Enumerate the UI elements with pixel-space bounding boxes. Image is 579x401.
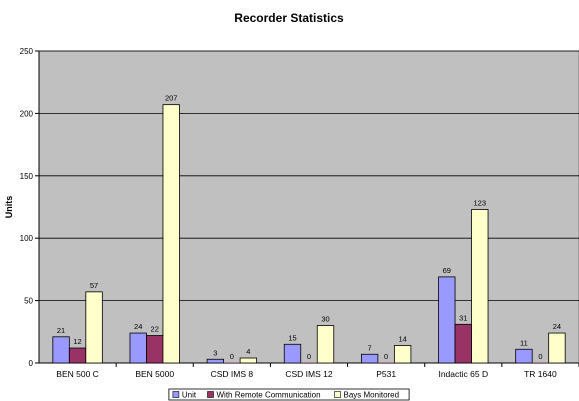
- data-label: 0: [307, 352, 311, 361]
- y-tick-label: 200: [20, 109, 34, 118]
- data-label: 14: [398, 335, 406, 344]
- data-label: 24: [134, 322, 142, 331]
- data-label: 15: [288, 333, 296, 342]
- bar: [206, 358, 225, 364]
- bar: [438, 276, 456, 364]
- bar: [454, 323, 472, 364]
- data-label: 7: [368, 343, 372, 352]
- bar: [548, 332, 566, 364]
- y-tick-label: 0: [29, 359, 34, 368]
- bar: [52, 336, 70, 364]
- bar: [223, 362, 241, 363]
- plot-background: [38, 50, 579, 364]
- bar: [162, 104, 180, 364]
- data-label: 3: [213, 348, 217, 357]
- data-label: 0: [230, 352, 234, 361]
- legend-swatch: [334, 391, 341, 398]
- bar: [471, 209, 489, 364]
- data-label: 12: [73, 337, 81, 346]
- data-label: 123: [474, 198, 487, 207]
- data-label: 30: [321, 315, 329, 324]
- bar: [283, 343, 302, 364]
- data-label: 31: [459, 313, 467, 322]
- y-axis-label: Units: [4, 196, 14, 219]
- bar: [393, 345, 412, 364]
- y-tick-label: 100: [20, 234, 34, 243]
- x-category-label: Indactic 65 D: [438, 369, 488, 379]
- chart-title: Recorder Statistics: [234, 11, 344, 25]
- x-category-label: CSD IMS 8: [211, 369, 254, 379]
- data-label: 69: [443, 266, 451, 275]
- legend-box: [168, 388, 410, 401]
- y-tick-label: 50: [24, 297, 33, 306]
- bar: [316, 325, 335, 364]
- data-label: 24: [553, 322, 561, 331]
- data-label: 207: [165, 94, 178, 103]
- x-category-label: BEN 500 C: [56, 369, 99, 379]
- y-tick-label: 250: [20, 47, 34, 56]
- bar: [300, 362, 318, 363]
- y-tick-label: 150: [20, 172, 34, 181]
- data-label: 57: [90, 281, 98, 290]
- bar: [360, 353, 379, 364]
- bar: [85, 291, 103, 364]
- legend-label: With Remote Communication: [217, 391, 321, 400]
- data-label: 21: [57, 326, 65, 335]
- data-label: 4: [246, 347, 250, 356]
- bar: [515, 348, 533, 364]
- data-label: 0: [384, 352, 388, 361]
- legend-swatch: [207, 391, 214, 398]
- x-category-label: BEN 5000: [135, 369, 174, 379]
- legend-label: Bays Monitored: [344, 391, 400, 400]
- data-label: 0: [538, 352, 542, 361]
- bar: [532, 362, 549, 363]
- x-category-label: TR 1640: [524, 369, 557, 379]
- bar: [239, 357, 258, 364]
- x-category-label: P531: [376, 369, 396, 379]
- bar: [68, 347, 87, 364]
- bar: [129, 332, 147, 364]
- bar: [377, 362, 395, 363]
- legend-label: Unit: [182, 391, 197, 400]
- data-label: 11: [520, 338, 528, 347]
- data-label: 22: [151, 325, 159, 334]
- legend-swatch: [172, 391, 180, 398]
- legend: Unit With Remote Communication Bays Monito…: [168, 388, 410, 401]
- x-category-label: CSD IMS 12: [285, 369, 333, 379]
- bar: [146, 335, 164, 364]
